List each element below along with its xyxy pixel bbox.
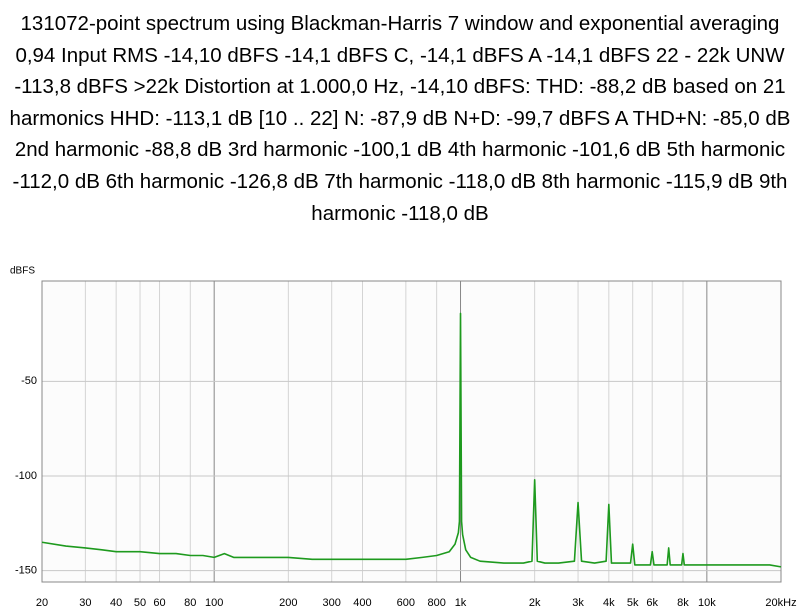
x-tick-label: 20kHz [765,597,796,609]
x-tick-label: 30 [79,597,91,609]
y-tick-label: -150 [15,565,37,577]
plot-frame [41,280,782,583]
x-tick-label: 80 [184,597,196,609]
x-tick-label: 4k [603,597,615,609]
x-tick-label: 800 [427,597,445,609]
spectrum-line [41,312,782,568]
x-tick-label: 60 [153,597,165,609]
y-tick-label: -50 [21,375,37,387]
x-tick-label: 400 [353,597,371,609]
x-tick-label: 300 [323,597,341,609]
x-tick-label: 200 [279,597,297,609]
y-axis-label: dBFS [10,266,35,277]
x-tick-label: 50 [134,597,146,609]
x-tick-label: 8k [677,597,689,609]
chart-title: 131072-point spectrum using Blackman-Har… [9,12,791,225]
x-tick-label: 1k [455,597,467,609]
x-tick-label: 600 [397,597,415,609]
plot-area [42,281,781,582]
y-tick-label: -100 [15,470,37,482]
x-tick-label: 20 [36,597,48,609]
x-tick-label: 40 [110,597,122,609]
x-tick-label: 2k [529,597,541,609]
x-tick-label: 10k [698,597,716,609]
x-tick-label: 6k [646,597,658,609]
x-tick-label: 100 [205,597,223,609]
x-tick-label: 5k [627,597,639,609]
x-tick-label: 3k [572,597,584,609]
